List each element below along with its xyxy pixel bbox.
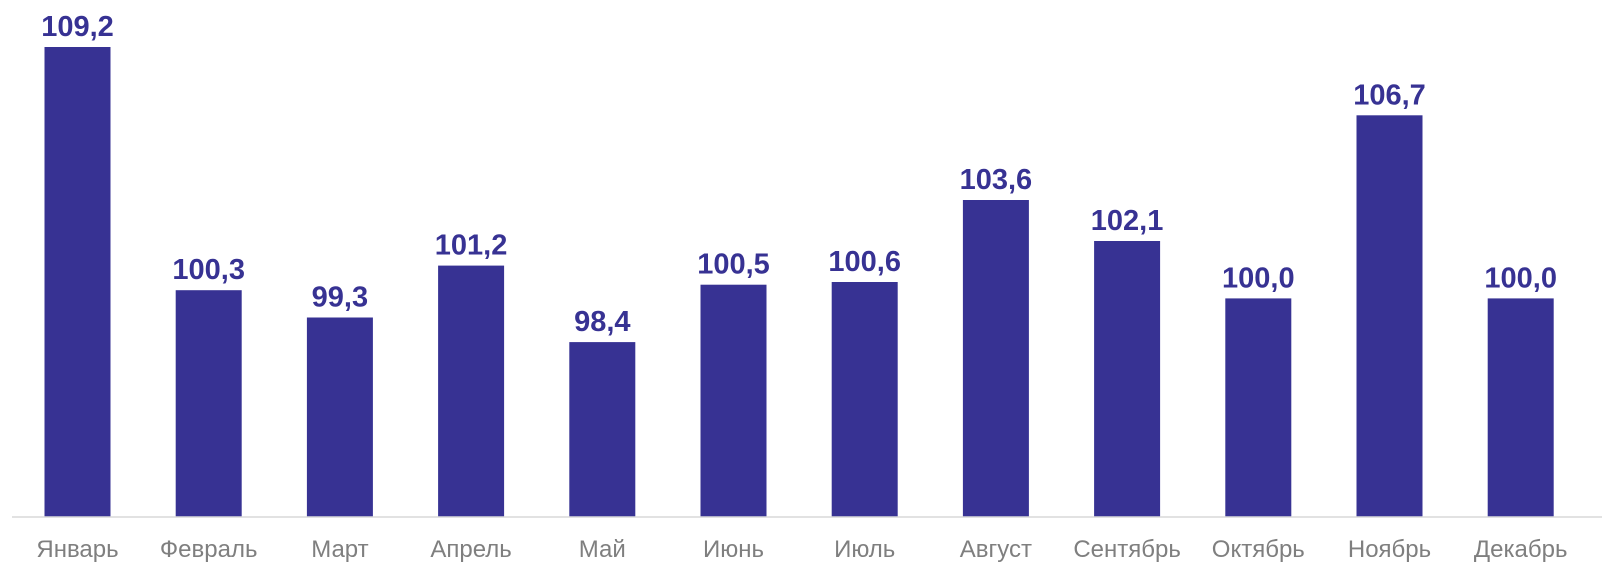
category-label-2: Февраль: [160, 536, 258, 563]
value-label-12: 100,0: [1484, 262, 1557, 294]
category-label-5: Май: [579, 536, 626, 563]
bar-9: [1094, 241, 1161, 517]
value-label-3: 99,3: [312, 282, 368, 314]
category-label-10: Октябрь: [1212, 536, 1305, 563]
bars-layer: [44, 47, 1554, 518]
category-label-4: Апрель: [430, 536, 511, 563]
category-label-1: Январь: [36, 536, 118, 563]
bar-10: [1225, 298, 1292, 517]
category-label-8: Август: [960, 536, 1032, 563]
bar-3: [306, 317, 373, 517]
bar-12: [1487, 298, 1554, 517]
value-label-11: 106,7: [1353, 79, 1426, 111]
category-label-11: Ноябрь: [1348, 536, 1431, 563]
category-label-3: Март: [311, 536, 368, 563]
bar-6: [700, 284, 767, 517]
value-label-1: 109,2: [41, 11, 114, 43]
category-labels-layer: Январь Февраль Март Апрель Май Июнь Июль Август…: [36, 536, 1567, 563]
bar-2: [175, 290, 242, 517]
bar-5: [569, 342, 636, 517]
value-label-2: 100,3: [172, 254, 245, 286]
bar-1: [44, 47, 111, 517]
category-label-7: Июль: [834, 536, 895, 563]
value-label-5: 98,4: [574, 306, 630, 338]
value-label-6: 100,5: [697, 249, 770, 281]
value-labels-layer: 109,2 100,3 99,3 101,2 98,4 100,5 100,6 103,6 10…: [41, 11, 1557, 338]
value-label-8: 103,6: [960, 164, 1033, 196]
category-label-9: Сентябрь: [1073, 536, 1181, 563]
category-label-12: Декабрь: [1474, 536, 1568, 563]
value-label-10: 100,0: [1222, 262, 1295, 294]
value-label-7: 100,6: [828, 246, 901, 278]
value-label-9: 102,1: [1091, 205, 1164, 237]
category-label-6: Июнь: [703, 536, 764, 563]
value-label-4: 101,2: [435, 230, 508, 262]
bar-7: [831, 282, 898, 517]
bar-8: [962, 200, 1029, 517]
bar-4: [438, 265, 505, 517]
bar-11: [1356, 115, 1423, 518]
